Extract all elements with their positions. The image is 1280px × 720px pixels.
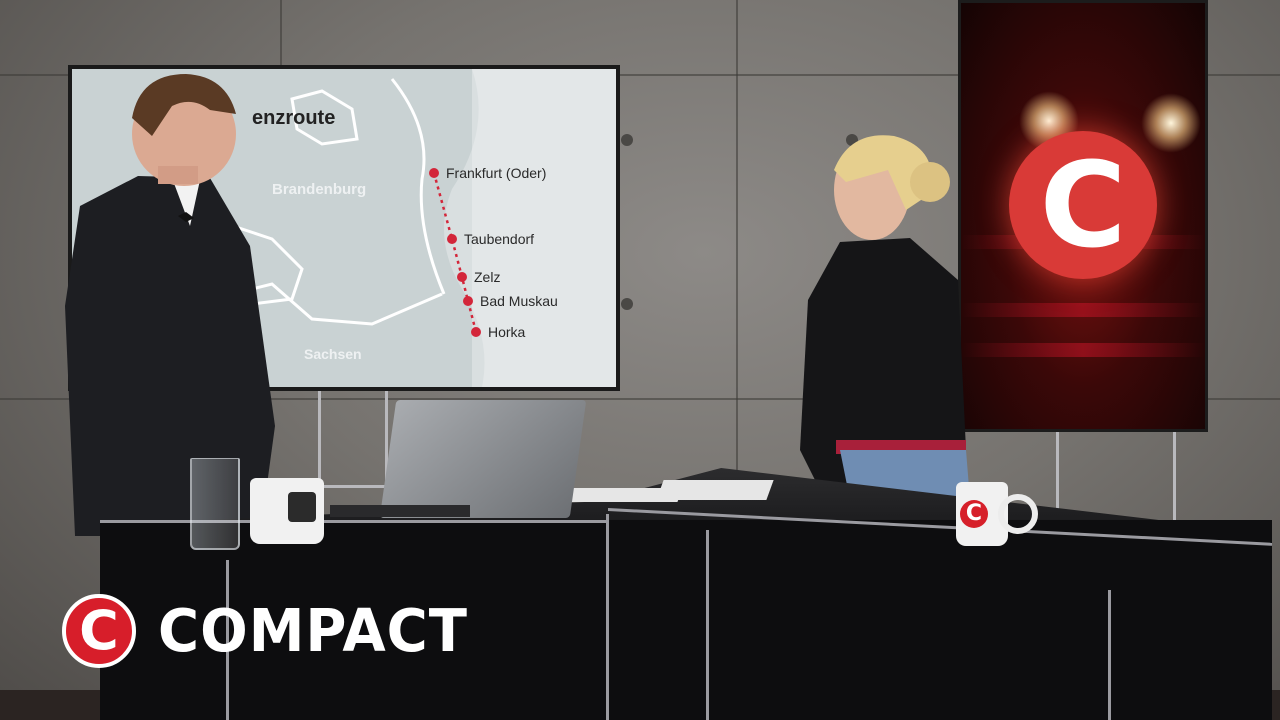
mug-logo: C [960, 500, 988, 528]
screen-logo: C [1009, 131, 1157, 279]
guest-woman [800, 135, 970, 500]
wall-seam [0, 74, 1280, 76]
laptop [379, 400, 587, 518]
route-stop-marker [429, 168, 439, 178]
desk-rail [606, 514, 609, 720]
screen-truss [318, 388, 388, 488]
wall-seam [736, 0, 738, 470]
desk-front [100, 520, 1272, 720]
region-label-brandenburg: Brandenburg [272, 181, 366, 198]
channel-logo-icon: C [62, 594, 136, 668]
presenter-man [65, 74, 275, 536]
route-stop-marker [447, 234, 457, 244]
laptop-base [330, 505, 470, 517]
mug-print [288, 492, 316, 522]
desk-rail [1108, 590, 1111, 720]
stage-light [1141, 93, 1201, 153]
map-title: enzroute [252, 107, 335, 129]
desk-rail [226, 560, 229, 720]
route-stop-marker [457, 272, 467, 282]
wall-bolt [621, 298, 633, 310]
route-stops: Frankfurt (Oder) Taubendorf Zelz Bad Muskau… [429, 165, 558, 340]
route-stop-label: Bad Muskau [480, 293, 558, 309]
mug-handle [998, 494, 1038, 534]
paper-sheet [656, 480, 774, 500]
led-stripe [961, 343, 1205, 357]
desk-rail [706, 530, 709, 720]
wall-bolt [621, 134, 633, 146]
channel-logo: C COMPACT [62, 594, 468, 668]
channel-name: COMPACT [158, 596, 468, 666]
water-glass [190, 458, 240, 550]
desk-rail [100, 520, 608, 523]
route-stop-label: Horka [488, 324, 526, 340]
route-stop-marker [471, 327, 481, 337]
coffee-mug-left [250, 478, 324, 544]
led-stripe [961, 303, 1205, 317]
region-label-sachsen: Sachsen [304, 346, 362, 362]
route-stop-marker [463, 296, 473, 306]
led-backdrop: C [958, 0, 1208, 432]
route-stop-label: Taubendorf [464, 231, 534, 247]
route-stop-label: Zelz [474, 269, 500, 285]
wall-seam [0, 398, 1280, 400]
wall-seam [280, 0, 282, 70]
route-stop-label: Frankfurt (Oder) [446, 165, 546, 181]
